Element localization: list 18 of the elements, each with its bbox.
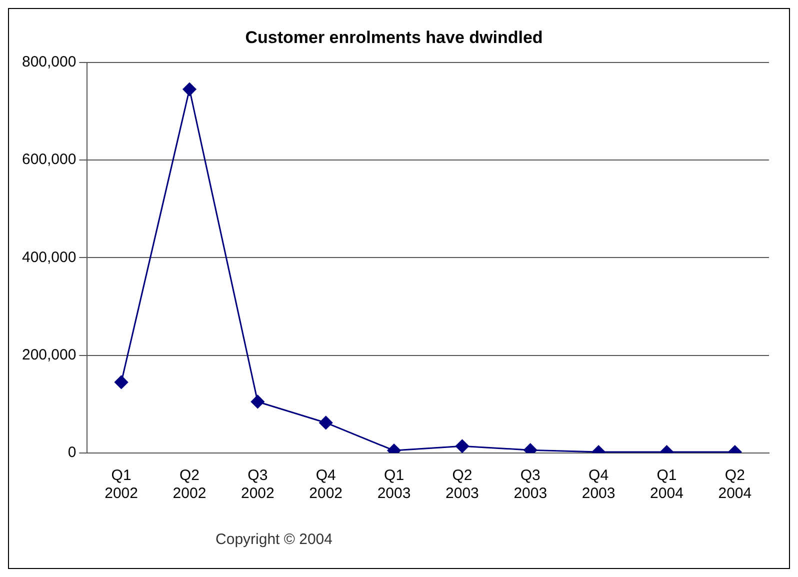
y-tick-label: 200,000: [22, 346, 76, 364]
x-tick-label: Q3 2003: [514, 467, 548, 502]
y-tick-label: 400,000: [22, 248, 76, 266]
text: Copyright © 2004: [214, 531, 334, 548]
x-tick-label: Q3 2002: [240, 467, 274, 502]
y-tick-label: 600,000: [22, 151, 76, 168]
x-tick-label: Q1 2004: [650, 467, 684, 502]
x-tick-label: Q2 2002: [172, 467, 206, 502]
x-tick-label: Q2 2003: [446, 467, 479, 502]
x-tick-label: Q1 2003: [377, 467, 411, 502]
chart-title: Customer enrolments have dwindled: [245, 28, 543, 47]
y-tick-label: 0: [68, 444, 76, 462]
x-tick-label: Q2 2004: [718, 467, 752, 502]
x-tick-label: Q1 2002: [104, 467, 138, 502]
point: [182, 82, 196, 96]
x-tick-label: Q4 2002: [309, 467, 343, 502]
y-tick-label: 800,000: [22, 54, 76, 71]
x-tick-label: Q4 2003: [582, 467, 616, 502]
